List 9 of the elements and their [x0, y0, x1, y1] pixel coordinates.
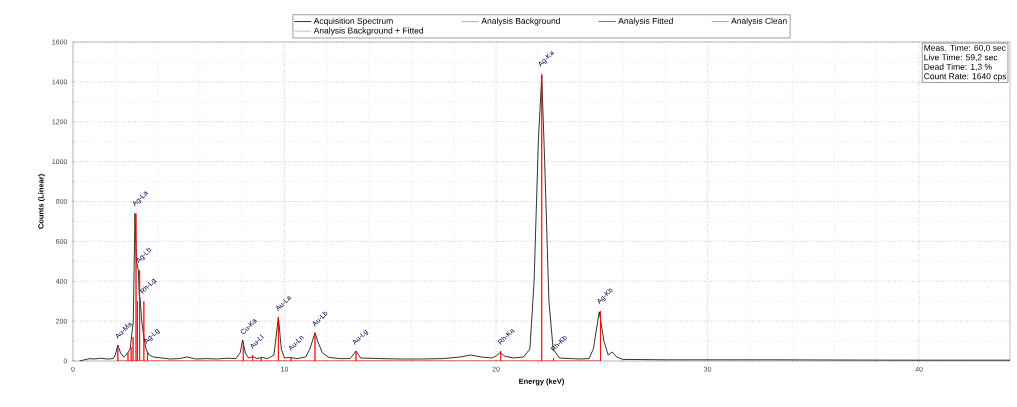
annotation: Meas. Time: 60,0 sec [924, 44, 1006, 52]
legend-label: Analysis Fitted [618, 17, 673, 26]
legend-label: Analysis Background + Fitted [313, 27, 424, 36]
annotation: Live Time: 59,2 sec [924, 54, 998, 62]
legend-label: Acquisition Spectrum [313, 17, 393, 26]
legend-label: Analysis Clean [731, 17, 787, 26]
legend-label: Analysis Background [481, 17, 560, 26]
annotation: Count Rate: 1640 cps [924, 73, 1007, 81]
annotation: Dead Time: 1,3 % [924, 63, 992, 71]
